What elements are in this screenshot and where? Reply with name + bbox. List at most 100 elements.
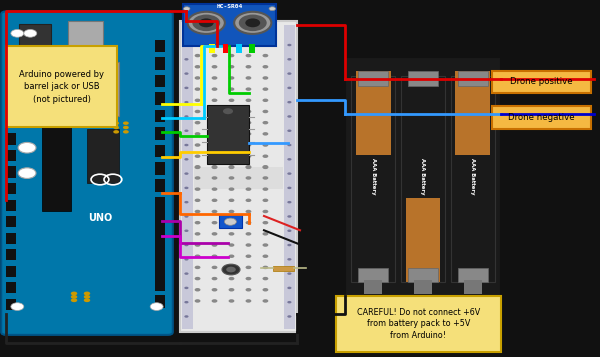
Circle shape xyxy=(194,176,200,180)
Text: Arduino powered by
barrel jack or USB
(not pictured): Arduino powered by barrel jack or USB (n… xyxy=(19,70,104,104)
Circle shape xyxy=(150,303,163,311)
Circle shape xyxy=(212,110,217,113)
Circle shape xyxy=(229,54,235,57)
Circle shape xyxy=(194,76,200,80)
Circle shape xyxy=(212,87,217,91)
Circle shape xyxy=(262,43,268,46)
Circle shape xyxy=(287,215,292,218)
Bar xyxy=(250,44,255,53)
Circle shape xyxy=(262,232,268,236)
Circle shape xyxy=(194,277,200,280)
Circle shape xyxy=(184,87,188,89)
Bar xyxy=(358,71,388,86)
Circle shape xyxy=(245,43,251,46)
Circle shape xyxy=(11,30,24,37)
Bar xyxy=(155,243,165,256)
Circle shape xyxy=(229,198,235,202)
Circle shape xyxy=(287,230,292,232)
Circle shape xyxy=(262,166,268,169)
Circle shape xyxy=(184,258,188,261)
Circle shape xyxy=(212,166,217,169)
Circle shape xyxy=(262,288,268,292)
Circle shape xyxy=(194,43,200,46)
Bar xyxy=(6,183,16,194)
Circle shape xyxy=(212,43,217,46)
Bar xyxy=(458,268,488,282)
Circle shape xyxy=(245,110,251,113)
Circle shape xyxy=(212,288,217,292)
Circle shape xyxy=(245,255,251,258)
Bar xyxy=(209,44,215,53)
Circle shape xyxy=(262,243,268,247)
Bar xyxy=(6,51,16,62)
Circle shape xyxy=(245,210,251,213)
Circle shape xyxy=(287,115,292,118)
FancyBboxPatch shape xyxy=(1,11,173,335)
Circle shape xyxy=(245,165,251,169)
Circle shape xyxy=(113,126,119,129)
Circle shape xyxy=(245,143,251,147)
Text: AAA Battery: AAA Battery xyxy=(421,159,425,195)
Circle shape xyxy=(245,31,251,35)
Circle shape xyxy=(194,243,200,247)
Bar xyxy=(356,71,391,155)
Bar xyxy=(6,117,16,128)
Circle shape xyxy=(229,243,235,247)
Circle shape xyxy=(194,266,200,269)
Circle shape xyxy=(199,19,214,27)
Circle shape xyxy=(194,288,200,292)
Bar xyxy=(6,166,16,177)
Circle shape xyxy=(262,65,268,69)
Circle shape xyxy=(184,115,188,118)
Bar xyxy=(351,76,395,282)
Circle shape xyxy=(234,12,271,34)
Circle shape xyxy=(212,76,217,80)
Bar xyxy=(6,67,16,79)
Bar xyxy=(155,215,165,227)
Bar xyxy=(358,268,388,282)
Circle shape xyxy=(194,210,200,213)
Circle shape xyxy=(269,7,275,11)
Circle shape xyxy=(262,210,268,213)
Circle shape xyxy=(229,65,235,69)
Bar xyxy=(155,127,165,140)
Circle shape xyxy=(262,143,268,147)
Circle shape xyxy=(184,101,188,104)
Circle shape xyxy=(222,264,240,275)
Circle shape xyxy=(262,299,268,303)
Circle shape xyxy=(245,243,251,247)
Circle shape xyxy=(194,65,200,69)
Circle shape xyxy=(184,187,188,189)
Bar xyxy=(155,261,165,273)
Circle shape xyxy=(287,187,292,189)
Bar xyxy=(155,226,165,238)
Bar xyxy=(68,21,103,52)
Circle shape xyxy=(287,144,292,146)
Circle shape xyxy=(287,272,292,275)
Circle shape xyxy=(184,244,188,246)
Circle shape xyxy=(184,301,188,303)
Circle shape xyxy=(113,121,119,125)
Bar xyxy=(155,145,165,157)
Circle shape xyxy=(184,287,188,289)
Text: HC-SR04: HC-SR04 xyxy=(217,5,242,10)
Circle shape xyxy=(229,99,235,102)
Circle shape xyxy=(194,121,200,124)
Circle shape xyxy=(229,43,235,46)
Circle shape xyxy=(287,201,292,203)
FancyBboxPatch shape xyxy=(492,106,591,129)
Circle shape xyxy=(223,108,233,114)
Circle shape xyxy=(194,166,200,169)
Circle shape xyxy=(194,54,200,57)
Bar xyxy=(345,57,501,296)
Bar xyxy=(182,25,193,329)
Circle shape xyxy=(194,143,200,147)
Circle shape xyxy=(262,121,268,124)
Circle shape xyxy=(212,266,217,269)
Bar xyxy=(6,282,16,293)
Circle shape xyxy=(262,110,268,113)
Circle shape xyxy=(212,299,217,303)
Circle shape xyxy=(212,243,217,247)
Circle shape xyxy=(229,155,235,158)
FancyBboxPatch shape xyxy=(336,296,501,352)
